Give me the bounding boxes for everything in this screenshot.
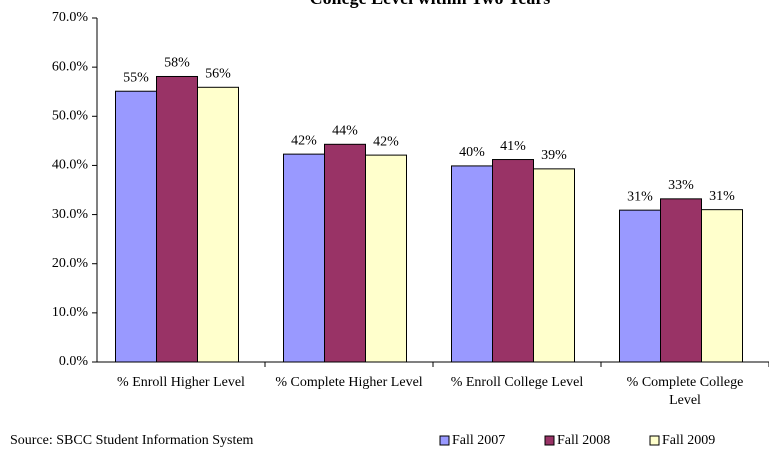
bar xyxy=(492,159,534,363)
bar xyxy=(701,209,743,363)
y-tick-label: 60.0% xyxy=(52,59,89,74)
source-note: Source: SBCC Student Information System xyxy=(10,433,254,448)
legend-label: Fall 2009 xyxy=(662,433,715,448)
value-label: 39% xyxy=(541,148,567,163)
legend-label: Fall 2007 xyxy=(452,433,505,448)
bar xyxy=(660,198,702,363)
value-label: 44% xyxy=(332,124,358,139)
y-tick-label: 20.0% xyxy=(52,256,89,271)
bar xyxy=(619,209,661,363)
value-label: 42% xyxy=(291,133,317,148)
value-label: 55% xyxy=(123,70,149,85)
y-tick-label: 50.0% xyxy=(52,109,89,124)
bar xyxy=(115,90,157,363)
bar xyxy=(324,143,366,363)
x-tick-label: % Enroll Higher Level xyxy=(117,375,245,390)
bar xyxy=(283,153,325,363)
y-tick-label: 0.0% xyxy=(59,354,89,369)
y-tick-label: 30.0% xyxy=(52,207,89,222)
value-label: 31% xyxy=(709,189,735,204)
legend-swatch xyxy=(439,435,450,446)
legend-swatch xyxy=(544,435,555,446)
value-label: 56% xyxy=(205,67,231,82)
value-label: 31% xyxy=(627,189,653,204)
bar xyxy=(156,75,198,363)
bar xyxy=(451,165,493,363)
legend-swatch xyxy=(649,435,660,446)
y-tick-label: 70.0% xyxy=(52,10,89,25)
value-label: 41% xyxy=(500,139,526,154)
y-tick-label: 10.0% xyxy=(52,305,89,320)
y-tick-label: 40.0% xyxy=(52,158,89,173)
x-tick-label: % Complete Higher Level xyxy=(275,375,423,390)
x-tick-label: % Complete College Level xyxy=(626,375,744,408)
value-label: 42% xyxy=(373,134,399,149)
value-label: 58% xyxy=(164,56,190,71)
bar xyxy=(533,168,575,363)
bar xyxy=(365,154,407,363)
x-tick-label: % Enroll College Level xyxy=(450,375,584,390)
legend-label: Fall 2008 xyxy=(557,433,610,448)
value-label: 33% xyxy=(668,178,694,193)
chart-title: College Level within Two Years xyxy=(310,0,551,8)
bar xyxy=(197,86,239,363)
value-label: 40% xyxy=(459,145,485,160)
